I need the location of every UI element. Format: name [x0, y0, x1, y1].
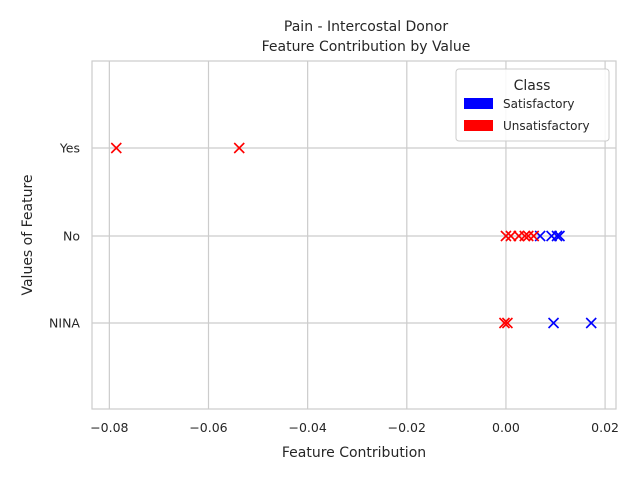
data-point: [528, 230, 540, 242]
y-axis-label: Values of Feature: [20, 174, 36, 295]
x-tick-label: 0.00: [492, 420, 520, 435]
data-point: [498, 317, 511, 329]
data-point: [500, 230, 512, 242]
data-point: [522, 230, 534, 242]
x-tick-label: −0.08: [90, 420, 128, 435]
data-point: [551, 230, 563, 242]
x-axis-label: Feature Contribution: [282, 445, 426, 461]
x-tick-label: −0.02: [388, 420, 426, 435]
legend-label-satisfactory: Satisfactory: [503, 97, 575, 111]
series-unsatisfactory: [110, 142, 540, 329]
data-point: [519, 230, 531, 242]
y-tick-label: NINA: [49, 316, 80, 331]
data-point: [547, 317, 560, 329]
data-points: [110, 142, 597, 329]
legend-title: Class: [514, 78, 551, 94]
x-tick-label: 0.02: [591, 420, 619, 435]
x-tick-label: −0.04: [288, 420, 326, 435]
data-point: [110, 142, 122, 154]
y-tick-labels: Yes No NINA: [49, 141, 80, 331]
data-point: [501, 317, 513, 329]
legend: Class Satisfactory Unsatisfactory: [455, 68, 610, 142]
legend-label-unsatisfactory: Unsatisfactory: [503, 119, 590, 133]
data-point: [585, 317, 597, 329]
data-point: [553, 230, 566, 242]
data-point: [545, 230, 558, 242]
chart-subtitle: Feature Contribution by Value: [262, 39, 471, 55]
data-point: [233, 142, 245, 154]
chart-title: Pain - Intercostal Donor: [284, 19, 448, 35]
data-point: [505, 230, 517, 242]
x-tick-labels: −0.08 −0.06 −0.04 −0.02 0.00 0.02: [90, 420, 619, 435]
legend-swatch-satisfactory: [464, 98, 493, 109]
y-tick-label: Yes: [59, 141, 80, 156]
x-tick-label: −0.06: [189, 420, 227, 435]
legend-box: [455, 68, 610, 142]
legend-swatch-unsatisfactory: [464, 120, 493, 131]
y-tick-label: No: [63, 229, 80, 244]
